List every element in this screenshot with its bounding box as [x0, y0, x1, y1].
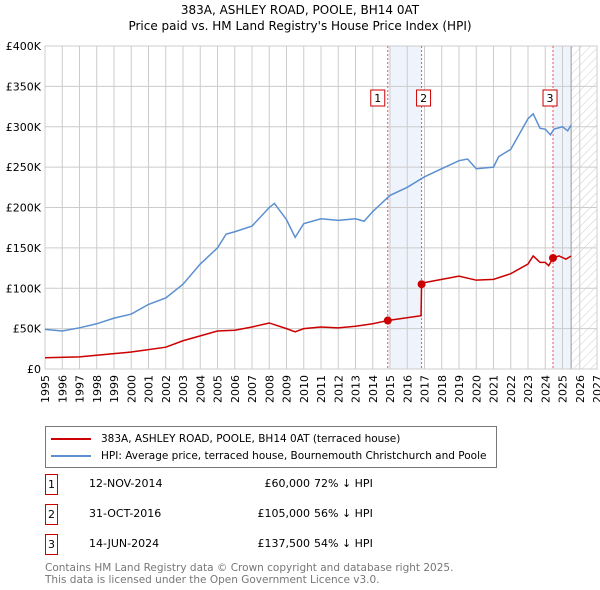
sale-label-number: 2 [420, 92, 427, 105]
x-tick-label: 1996 [56, 375, 69, 403]
legend-label-property: 383A, ASHLEY ROAD, POOLE, BH14 0AT (terr… [101, 433, 401, 445]
x-tick-label: 2023 [522, 375, 535, 403]
sale-number: 2 [45, 504, 58, 525]
sale-label-number: 3 [547, 92, 554, 105]
legend-swatch-hpi [51, 455, 91, 457]
x-tick-label: 1995 [39, 375, 52, 403]
legend-swatch-property [51, 438, 91, 440]
x-tick-label: 2002 [160, 375, 173, 403]
x-tick-label: 2012 [332, 375, 345, 403]
x-tick-label: 2026 [574, 375, 587, 403]
footer: Contains HM Land Registry data © Crown c… [45, 562, 453, 586]
y-tick-label: £150K [6, 242, 42, 255]
chart-title: 383A, ASHLEY ROAD, POOLE, BH14 0AT [180, 3, 420, 17]
x-tick-label: 2022 [505, 375, 518, 403]
x-tick-label: 2019 [453, 375, 466, 403]
footer-line: This data is licensed under the Open Gov… [45, 574, 380, 586]
x-tick-label: 1999 [108, 375, 121, 403]
sale-date: 31-OCT-2016 [89, 507, 162, 520]
sale-row: 2 31-OCT-2016 £105,000 56% ↓ HPI [45, 504, 545, 525]
sale-point [417, 280, 426, 289]
x-tick-label: 2018 [436, 375, 449, 403]
x-tick-label: 2001 [143, 375, 156, 403]
x-tick-label: 2004 [194, 375, 207, 403]
x-tick-label: 2014 [367, 375, 380, 403]
y-tick-label: £200K [6, 202, 42, 215]
sale-number: 3 [45, 534, 58, 555]
sale-point [383, 316, 392, 325]
price-paid-line [44, 254, 572, 359]
x-tick-label: 1998 [91, 375, 104, 403]
sale-hpi-diff: 72% ↓ HPI [314, 477, 373, 490]
sale-point [549, 253, 558, 262]
x-tick-label: 2021 [488, 375, 501, 403]
chart-subtitle: Price paid vs. HM Land Registry's House … [128, 19, 472, 33]
chart-plot: 1995 1996 1997 1998 1999 2000 2001 2002 2003 2004… [6, 40, 600, 403]
y-tick-label: £400K [6, 40, 42, 53]
x-tick-label: 2025 [557, 375, 570, 403]
sale-date: 14-JUN-2024 [89, 537, 160, 550]
sale-label-box [416, 89, 432, 107]
x-tick-label: 2016 [401, 375, 414, 403]
sale-row: 1 12-NOV-2014 £60,000 72% ↓ HPI [45, 474, 545, 495]
x-tick-label: 2005 [212, 375, 225, 403]
footer-line: Contains HM Land Registry data © Crown c… [45, 562, 454, 574]
y-tick-label: £0 [27, 363, 41, 376]
x-tick-label: 2003 [177, 375, 190, 403]
x-tick-label: 2011 [315, 375, 328, 403]
y-tick-label: £250K [6, 161, 42, 174]
x-tick-label: 2010 [298, 375, 311, 403]
sale-label-box [370, 89, 386, 107]
sale-price: £137,500 [257, 537, 311, 550]
x-tick-label: 2017 [419, 375, 432, 403]
y-tick-label: £100K [6, 282, 42, 295]
x-tick-label: 2013 [350, 375, 363, 403]
sale-date: 12-NOV-2014 [89, 477, 163, 490]
sale-number: 1 [45, 474, 58, 495]
hpi-line [44, 112, 572, 332]
plot-border [44, 45, 598, 370]
legend-label-hpi: HPI: Average price, terraced house, Bour… [101, 450, 487, 462]
x-tick-label: 1997 [74, 375, 87, 403]
sale-hpi-diff: 56% ↓ HPI [314, 507, 373, 520]
x-tick-label: 2020 [470, 375, 483, 403]
x-tick-label: 2000 [125, 375, 138, 403]
sale-label-box [542, 89, 558, 107]
sale-price: £60,000 [264, 477, 311, 490]
x-tick-label: 2027 [591, 375, 600, 403]
y-tick-label: £50K [13, 323, 42, 336]
legend: 383A, ASHLEY ROAD, POOLE, BH14 0AT (terr… [45, 426, 497, 468]
sale-price: £105,000 [257, 507, 311, 520]
sale-label-number: 1 [374, 92, 381, 105]
sale-hpi-diff: 54% ↓ HPI [314, 537, 373, 550]
x-tick-label: 2007 [246, 375, 259, 403]
x-tick-label: 2008 [263, 375, 276, 403]
x-tick-label: 2015 [384, 375, 397, 403]
x-tick-label: 2006 [229, 375, 242, 403]
x-tick-label: 2009 [281, 375, 294, 403]
y-tick-label: £350K [6, 80, 42, 93]
y-tick-label: £300K [6, 121, 42, 134]
x-tick-label: 2024 [539, 375, 552, 403]
sale-row: 3 14-JUN-2024 £137,500 54% ↓ HPI [45, 534, 545, 555]
